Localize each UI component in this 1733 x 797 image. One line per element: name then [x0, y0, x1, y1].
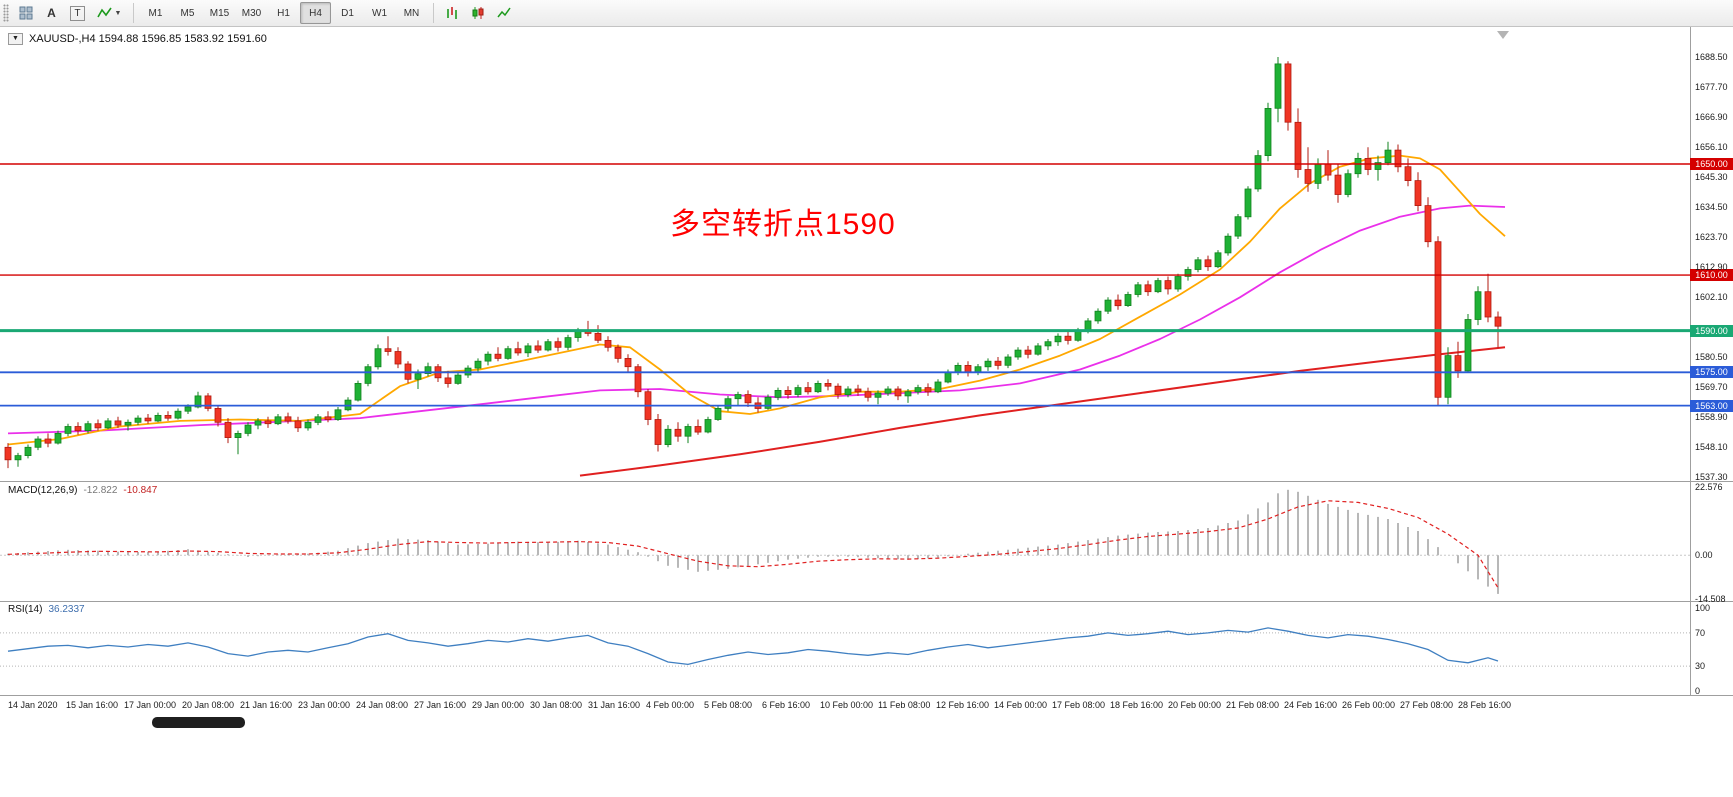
toolbar-grip[interactable]	[3, 4, 9, 22]
time-axis-label: 14 Feb 00:00	[994, 700, 1048, 710]
price-scale-label: 1623.70	[1695, 232, 1728, 242]
timeframe-button-w1[interactable]: W1	[372, 7, 387, 19]
rsi-scale-label: 0	[1695, 686, 1701, 696]
price-line-tag: 1563.00	[1690, 400, 1733, 412]
time-axis-label: 10 Feb 00:00	[820, 700, 874, 710]
toolbar: A T ▼ M1 M5 M15 M30 H1 H4 D1 W1 MN	[0, 0, 1733, 27]
toolbar-separator	[433, 3, 434, 23]
price-scale-label: 1569.70	[1695, 382, 1728, 392]
time-axis-label: 27 Feb 08:00	[1400, 700, 1454, 710]
time-axis-label: 18 Feb 16:00	[1110, 700, 1164, 710]
one-click-trading-icon[interactable]: ▼	[8, 33, 23, 45]
line-studies-button[interactable]: ▼	[91, 2, 127, 24]
toolbar-separator	[133, 3, 134, 23]
time-axis-label: 29 Jan 00:00	[472, 700, 525, 710]
time-axis-label: 20 Feb 00:00	[1168, 700, 1222, 710]
chevron-down-icon: ▼	[114, 9, 122, 17]
bar-chart-icon	[447, 7, 457, 19]
timeframe-button-m30[interactable]: M30	[241, 7, 262, 19]
time-axis-label: 17 Jan 00:00	[124, 700, 177, 710]
rsi-scale-label: 100	[1695, 603, 1711, 613]
time-axis-label: 21 Jan 16:00	[240, 700, 293, 710]
time-axis-label: 14 Jan 2020	[8, 700, 58, 710]
bar-chart-button[interactable]	[440, 2, 465, 24]
rsi-scale-label: 30	[1695, 661, 1706, 671]
time-axis-label: 26 Feb 00:00	[1342, 700, 1396, 710]
time-axis-label: 17 Feb 08:00	[1052, 700, 1106, 710]
timeframe-button-m1[interactable]: M1	[148, 7, 163, 19]
price-scale-label: 1537.30	[1695, 472, 1728, 482]
macd-name: MACD(12,26,9)	[8, 485, 78, 496]
macd-scale-label: 22.576	[1695, 482, 1723, 492]
price-line-tag: 1610.00	[1690, 269, 1733, 281]
timeframe-button-mn[interactable]: MN	[403, 7, 420, 19]
macd-scale-label: -14.508	[1695, 594, 1726, 604]
tile-windows-icon	[19, 6, 32, 20]
time-axis-label: 30 Jan 08:00	[530, 700, 583, 710]
time-axis-label: 31 Jan 16:00	[588, 700, 641, 710]
rsi-indicator-label: RSI(14) 36.2337	[8, 604, 85, 615]
time-axis-label: 24 Jan 08:00	[356, 700, 409, 710]
price-scale-label: 1548.10	[1695, 442, 1728, 452]
time-axis-label: 24 Feb 16:00	[1284, 700, 1338, 710]
macd-main-value: -12.822	[83, 485, 118, 496]
price-scale-label: 1656.10	[1695, 142, 1728, 152]
candlestick-chart-icon	[472, 7, 484, 19]
time-axis-label: 4 Feb 00:00	[646, 700, 695, 710]
macd-indicator-label: MACD(12,26,9) -12.822 -10.847	[8, 485, 157, 496]
line-studies-icon	[96, 7, 112, 18]
macd-signal-value: -10.847	[123, 485, 158, 496]
price-scale-label: 1677.70	[1695, 82, 1728, 92]
line-chart-icon	[497, 7, 511, 18]
rsi-name: RSI(14)	[8, 604, 43, 615]
cursor-mode-button[interactable]: A	[39, 2, 64, 24]
time-axis-label: 20 Jan 08:00	[182, 700, 235, 710]
timeframe-button-h1[interactable]: H1	[277, 7, 290, 19]
time-axis-label: 11 Feb 08:00	[878, 700, 931, 710]
high-value: 1596.85	[141, 33, 182, 45]
price-scale-label: 1558.90	[1695, 412, 1728, 422]
time-axis-label: 27 Jan 16:00	[414, 700, 467, 710]
rsi-value: 36.2337	[48, 604, 85, 615]
rsi-scale-label: 70	[1695, 628, 1706, 638]
timeframe-button-m15[interactable]: M15	[209, 7, 230, 19]
line-chart-button[interactable]	[492, 2, 517, 24]
time-axis-label: 21 Feb 08:00	[1226, 700, 1280, 710]
open-value: 1594.88	[98, 33, 139, 45]
price-scale-label: 1688.50	[1695, 52, 1728, 62]
text-tool-button[interactable]: T	[65, 2, 90, 24]
price-scale-label: 1580.50	[1695, 352, 1728, 362]
timeframe-button-m5[interactable]: M5	[180, 7, 195, 19]
candlestick-chart-button[interactable]	[466, 2, 491, 24]
tile-windows-button[interactable]	[13, 2, 38, 24]
low-value: 1583.92	[184, 33, 225, 45]
price-scale-label: 1612.90	[1695, 262, 1728, 272]
text-tool-icon: T	[70, 5, 85, 21]
price-scale-label: 1602.10	[1695, 292, 1728, 302]
chart-annotation-text: 多空转折点1590	[670, 208, 896, 241]
time-axis-label: 6 Feb 16:00	[762, 700, 811, 710]
timeframe-button-d1[interactable]: D1	[341, 7, 354, 19]
cursor-a-icon: A	[47, 6, 56, 20]
time-axis-label: 28 Feb 16:00	[1458, 700, 1512, 710]
timeframe-button-h4[interactable]: H4	[300, 2, 331, 24]
price-line-tag: 1590.00	[1690, 325, 1733, 337]
horizontal-scrollbar-thumb[interactable]	[152, 717, 245, 728]
time-axis-label: 12 Feb 16:00	[936, 700, 990, 710]
close-value: 1591.60	[227, 33, 267, 45]
symbol-period-label: XAUUSD-,H4	[28, 33, 96, 45]
macd-scale-label: 0.00	[1695, 550, 1713, 560]
price-line-tag: 1575.00	[1690, 366, 1733, 378]
chart-ohlc-title: ▼ XAUUSD-,H4 1594.88 1596.85 1583.92 159…	[8, 33, 267, 45]
price-scale-label: 1634.50	[1695, 202, 1728, 212]
price-scale-label: 1666.90	[1695, 112, 1728, 122]
price-scale-label: 1645.30	[1695, 172, 1728, 182]
price-line-tag: 1650.00	[1690, 158, 1733, 170]
time-axis-label: 15 Jan 16:00	[66, 700, 119, 710]
time-axis-label: 23 Jan 00:00	[298, 700, 351, 710]
time-axis-label: 5 Feb 08:00	[704, 700, 753, 710]
